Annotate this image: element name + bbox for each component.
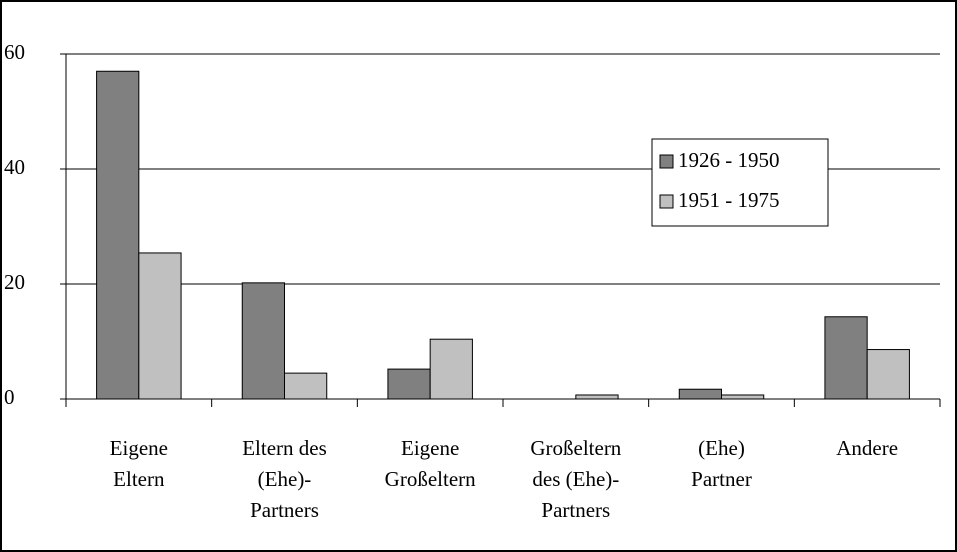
bar — [824, 316, 868, 400]
x-tick-label: Eigene — [110, 436, 168, 460]
x-tick-label: Partners — [541, 498, 610, 522]
x-tick-label: (Ehe)- — [258, 467, 312, 491]
bar — [96, 70, 140, 400]
y-tick-label: 20 — [4, 270, 25, 294]
legend-label: 1951 - 1975 — [678, 188, 780, 212]
legend-swatch — [659, 194, 674, 209]
bar — [387, 368, 431, 400]
y-tick-label: 0 — [4, 385, 15, 409]
x-tick-label: Großeltern — [530, 436, 621, 460]
legend-label: 1926 - 1950 — [678, 148, 780, 172]
x-tick-label: Partner — [691, 467, 752, 491]
x-tick-label: Eigene — [401, 436, 459, 460]
bar — [721, 394, 765, 400]
x-tick-label: Eltern — [113, 467, 165, 491]
x-tick-label: Großeltern — [385, 467, 476, 491]
y-tick-label: 40 — [4, 155, 25, 179]
bar — [678, 388, 722, 400]
x-tick-label: des (Ehe)- — [532, 467, 619, 491]
legend-box — [651, 138, 829, 227]
bar — [866, 349, 910, 400]
legend-swatch — [659, 154, 674, 169]
x-tick-label: Eltern des — [242, 436, 327, 460]
bar — [429, 338, 473, 400]
bar — [241, 282, 285, 400]
bar — [575, 394, 619, 400]
x-tick-label: (Ehe) — [698, 436, 745, 460]
bar — [284, 372, 328, 400]
bar — [138, 252, 182, 400]
x-tick-label: Andere — [836, 436, 898, 460]
y-tick-label: 60 — [4, 40, 25, 64]
x-tick-label: Partners — [250, 498, 319, 522]
